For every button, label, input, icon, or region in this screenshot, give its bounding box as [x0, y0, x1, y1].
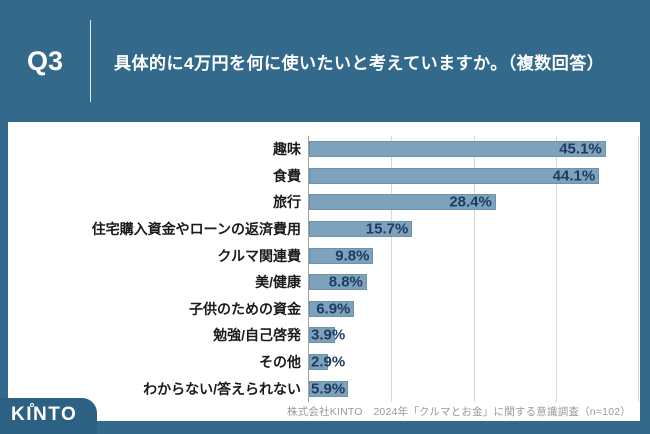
bar-track: 8.8% [309, 273, 638, 291]
kinto-logo-i-accent-icon [30, 403, 34, 407]
category-label: 子供のための資金 [189, 300, 301, 317]
header-divider [90, 20, 91, 102]
kinto-logo-text: KINTO [11, 403, 78, 425]
bar-track: 15.7% [309, 220, 638, 238]
value-label: 3.9% [311, 326, 346, 344]
category-label: クルマ関連費 [217, 247, 301, 264]
value-label: 8.8% [328, 273, 363, 291]
value-label: 5.9% [311, 380, 346, 398]
bar [309, 221, 413, 238]
plot-area [308, 136, 639, 402]
bar-track: 2.9% [309, 353, 638, 371]
category-label: 美/健康 [255, 274, 301, 291]
question-title: 具体的に4万円を何に使いたいと考えていますか。（複数回答） [114, 53, 605, 73]
bar-track: 28.4% [309, 193, 638, 211]
bar-row: 勉強/自己啓発 3.9% [8, 322, 638, 349]
bar [309, 194, 496, 211]
bar [309, 247, 374, 264]
bar-track: 9.8% [309, 247, 638, 265]
value-label: 9.8% [335, 247, 370, 265]
kinto-logo: KINTO [0, 398, 97, 434]
bar-row: 美/健康 8.8% [8, 269, 638, 296]
bar-row: 旅行 28.4% [8, 189, 638, 216]
bar-row: 住宅購入資金やローンの返済費用 15.7% [8, 216, 638, 243]
value-label: 28.4% [449, 193, 492, 211]
category-label: 旅行 [273, 194, 301, 211]
bar-row: 食費 44.1% [8, 163, 638, 190]
bar-track: 6.9% [309, 300, 638, 318]
question-number: Q3 [26, 45, 64, 76]
bar-track: 44.1% [309, 167, 638, 185]
bar-row: わからない/答えられない 5.9% [8, 375, 638, 402]
question-header: Q3 具体的に4万円を何に使いたいと考えていますか。（複数回答） [0, 0, 650, 122]
category-label: その他 [259, 354, 301, 371]
chart-panel: 趣味 45.1% 食費 44.1% 旅行 28.4% 住宅購入資金やローンの返済費用 15.7… [8, 122, 640, 421]
bar-track: 3.9% [309, 326, 638, 344]
gridline [638, 136, 639, 402]
category-label: 住宅購入資金やローンの返済費用 [91, 221, 301, 238]
value-label: 2.9% [311, 353, 346, 371]
value-label: 45.1% [559, 140, 602, 158]
value-label: 44.1% [552, 167, 596, 185]
bar-track: 5.9% [309, 380, 638, 398]
category-label: わからない/答えられない [143, 380, 301, 397]
bar-row: 子供のための資金 6.9% [8, 296, 638, 323]
bar [309, 167, 600, 184]
bar-row: その他 2.9% [8, 349, 638, 376]
bar-row: 趣味 45.1% [8, 136, 638, 163]
value-label: 15.7% [365, 220, 409, 238]
bar [309, 300, 355, 317]
bar-chart: 趣味 45.1% 食費 44.1% 旅行 28.4% 住宅購入資金やローンの返済費用 15.7… [8, 136, 638, 402]
source-note: 株式会社KINTO 2024年「クルマとお金」に関する意識調査（n=102） [286, 406, 631, 418]
gridline [555, 136, 557, 402]
category-label: 趣味 [273, 141, 301, 158]
bar [309, 327, 335, 344]
bar [309, 354, 329, 371]
bar [309, 274, 367, 291]
bar-row: クルマ関連費 9.8% [8, 242, 638, 269]
bar [309, 141, 606, 158]
bar-track: 45.1% [309, 140, 638, 158]
value-label: 6.9% [316, 300, 351, 318]
bar [309, 380, 348, 397]
gridline [473, 136, 475, 402]
category-label: 勉強/自己啓発 [213, 327, 301, 344]
category-label: 食費 [273, 167, 301, 184]
gridline [391, 136, 393, 402]
